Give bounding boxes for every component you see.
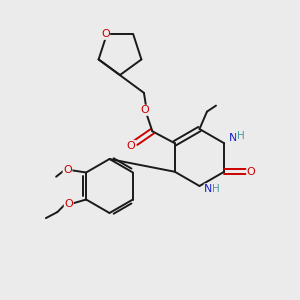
Text: O: O — [127, 141, 135, 151]
Text: O: O — [140, 105, 149, 115]
Text: H: H — [212, 184, 220, 194]
Text: O: O — [63, 165, 72, 175]
Text: H: H — [237, 131, 244, 141]
Text: N: N — [204, 184, 213, 194]
Text: N: N — [229, 133, 237, 143]
Text: O: O — [247, 167, 256, 177]
Text: O: O — [101, 29, 110, 39]
Text: O: O — [64, 199, 73, 209]
